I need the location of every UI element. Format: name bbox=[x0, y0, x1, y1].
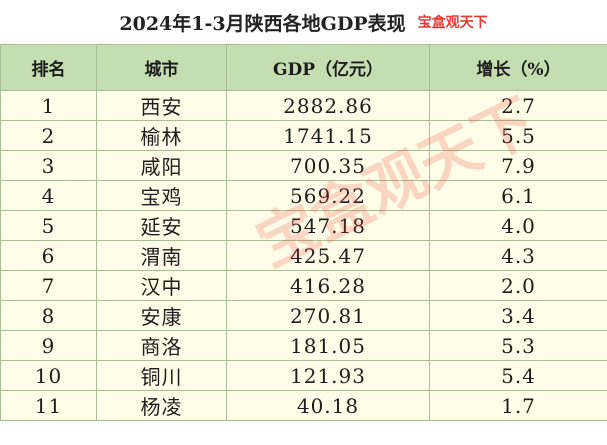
table-row: 10 铜川 121.93 5.4 bbox=[0, 360, 607, 391]
city-cell: 铜川 bbox=[96, 360, 227, 391]
rank-cell: 4 bbox=[0, 180, 97, 211]
gdp-cell: 700.35 bbox=[226, 150, 430, 181]
city-cell: 西安 bbox=[96, 90, 227, 121]
table-row: 8 安康 270.81 3.4 bbox=[0, 300, 607, 331]
growth-cell: 6.1 bbox=[429, 180, 607, 211]
growth-cell: 7.9 bbox=[429, 150, 607, 181]
table-title: 2024年1-3月陕西各地GDP表现 bbox=[119, 12, 406, 35]
header-gdp: GDP（亿元） bbox=[226, 44, 430, 91]
growth-cell: 2.0 bbox=[429, 270, 607, 301]
rank-cell: 5 bbox=[0, 210, 97, 241]
growth-cell: 1.7 bbox=[429, 390, 607, 421]
header-rank: 排名 bbox=[0, 44, 97, 91]
city-cell: 延安 bbox=[96, 210, 227, 241]
gdp-cell: 270.81 bbox=[226, 300, 430, 331]
growth-cell: 5.3 bbox=[429, 330, 607, 361]
gdp-cell: 121.93 bbox=[226, 360, 430, 391]
table-row: 3 咸阳 700.35 7.9 bbox=[0, 150, 607, 181]
gdp-cell: 569.22 bbox=[226, 180, 430, 211]
table-row: 9 商洛 181.05 5.3 bbox=[0, 330, 607, 361]
growth-cell: 5.5 bbox=[429, 120, 607, 151]
growth-cell: 2.7 bbox=[429, 90, 607, 121]
gdp-cell: 181.05 bbox=[226, 330, 430, 361]
city-cell: 汉中 bbox=[96, 270, 227, 301]
gdp-cell: 547.18 bbox=[226, 210, 430, 241]
rank-cell: 9 bbox=[0, 330, 97, 361]
growth-cell: 4.3 bbox=[429, 240, 607, 271]
header-growth: 增长（%） bbox=[429, 44, 607, 91]
growth-cell: 3.4 bbox=[429, 300, 607, 331]
city-cell: 安康 bbox=[96, 300, 227, 331]
table-header-row: 排名 城市 GDP（亿元） 增长（%） bbox=[0, 44, 607, 91]
gdp-cell: 40.18 bbox=[226, 390, 430, 421]
gdp-cell: 425.47 bbox=[226, 240, 430, 271]
source-badge: 宝盒观天下 bbox=[417, 15, 488, 31]
gdp-cell: 2882.86 bbox=[226, 90, 430, 121]
city-cell: 榆林 bbox=[96, 120, 227, 151]
rank-cell: 1 bbox=[0, 90, 97, 121]
rank-cell: 7 bbox=[0, 270, 97, 301]
rank-cell: 2 bbox=[0, 120, 97, 151]
table-row: 1 西安 2882.86 2.7 bbox=[0, 90, 607, 121]
header-city: 城市 bbox=[96, 44, 227, 91]
title-bar: 2024年1-3月陕西各地GDP表现 宝盒观天下 bbox=[0, 0, 607, 45]
gdp-cell: 416.28 bbox=[226, 270, 430, 301]
city-cell: 商洛 bbox=[96, 330, 227, 361]
table-row: 11 杨凌 40.18 1.7 bbox=[0, 390, 607, 421]
growth-cell: 4.0 bbox=[429, 210, 607, 241]
table-row: 5 延安 547.18 4.0 bbox=[0, 210, 607, 241]
table-row: 6 渭南 425.47 4.3 bbox=[0, 240, 607, 271]
gdp-cell: 1741.15 bbox=[226, 120, 430, 151]
table-row: 4 宝鸡 569.22 6.1 bbox=[0, 180, 607, 211]
city-cell: 宝鸡 bbox=[96, 180, 227, 211]
rank-cell: 8 bbox=[0, 300, 97, 331]
city-cell: 渭南 bbox=[96, 240, 227, 271]
growth-cell: 5.4 bbox=[429, 360, 607, 391]
rank-cell: 11 bbox=[0, 390, 97, 421]
city-cell: 咸阳 bbox=[96, 150, 227, 181]
rank-cell: 6 bbox=[0, 240, 97, 271]
city-cell: 杨凌 bbox=[96, 390, 227, 421]
table-row: 7 汉中 416.28 2.0 bbox=[0, 270, 607, 301]
rank-cell: 3 bbox=[0, 150, 97, 181]
table-row: 2 榆林 1741.15 5.5 bbox=[0, 120, 607, 151]
rank-cell: 10 bbox=[0, 360, 97, 391]
gdp-table: 排名 城市 GDP（亿元） 增长（%） 1 西安 2882.86 2.7 2 榆… bbox=[0, 44, 607, 421]
